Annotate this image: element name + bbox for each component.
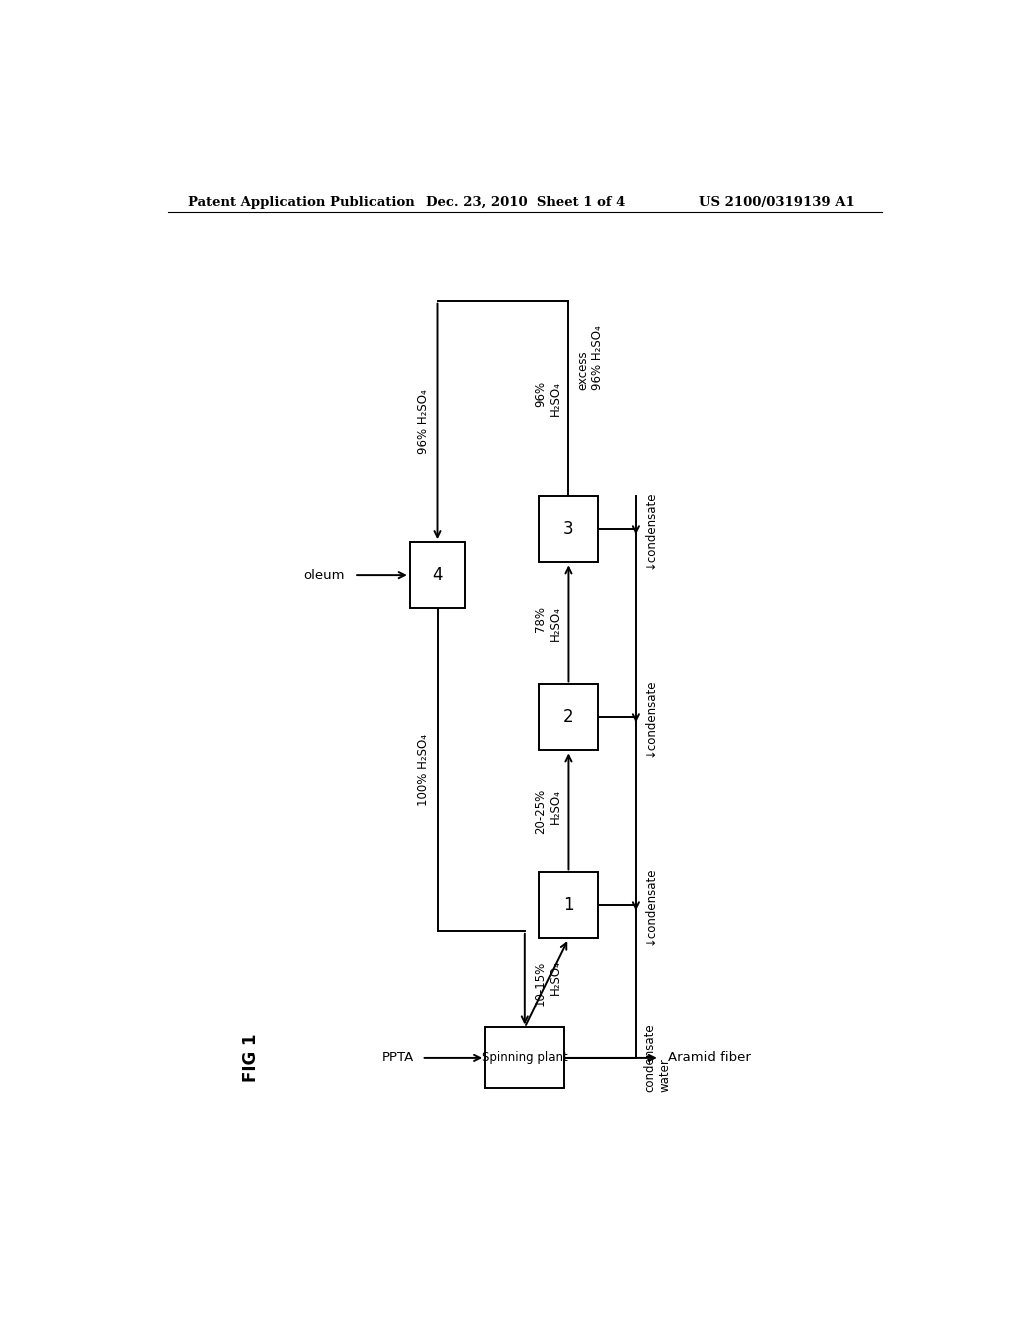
Text: ↓condensate: ↓condensate [644,490,656,569]
Text: ↓condensate: ↓condensate [644,866,656,945]
Bar [539,496,598,562]
Text: 2: 2 [563,709,573,726]
Text: oleum: oleum [303,569,345,582]
Text: US 2100/0319139 A1: US 2100/0319139 A1 [699,195,855,209]
Text: FIG 1: FIG 1 [242,1034,260,1082]
Text: 10-15%
H₂SO₄: 10-15% H₂SO₄ [535,961,562,1006]
Text: Patent Application Publication: Patent Application Publication [187,195,415,209]
Text: condensate
water: condensate water [644,1023,672,1092]
Text: 3: 3 [563,520,573,539]
Bar [485,1027,564,1089]
Bar [410,543,465,609]
Text: 4: 4 [432,566,442,585]
Text: Spinning plant: Spinning plant [482,1052,567,1064]
Text: PPTA: PPTA [382,1052,414,1064]
Text: 100% H₂SO₄: 100% H₂SO₄ [417,734,430,805]
Text: 78%
H₂SO₄: 78% H₂SO₄ [535,606,562,640]
Bar [539,873,598,939]
Bar [539,684,598,751]
Text: ↓condensate: ↓condensate [644,678,656,756]
Text: Dec. 23, 2010  Sheet 1 of 4: Dec. 23, 2010 Sheet 1 of 4 [426,195,625,209]
Text: Aramid fiber: Aramid fiber [668,1052,751,1064]
Text: 96%
H₂SO₄: 96% H₂SO₄ [535,381,562,416]
Text: 20-25%
H₂SO₄: 20-25% H₂SO₄ [535,789,562,834]
Text: excess
96% H₂SO₄: excess 96% H₂SO₄ [577,326,604,391]
Text: 1: 1 [563,896,573,915]
Text: 96% H₂SO₄: 96% H₂SO₄ [417,389,430,454]
